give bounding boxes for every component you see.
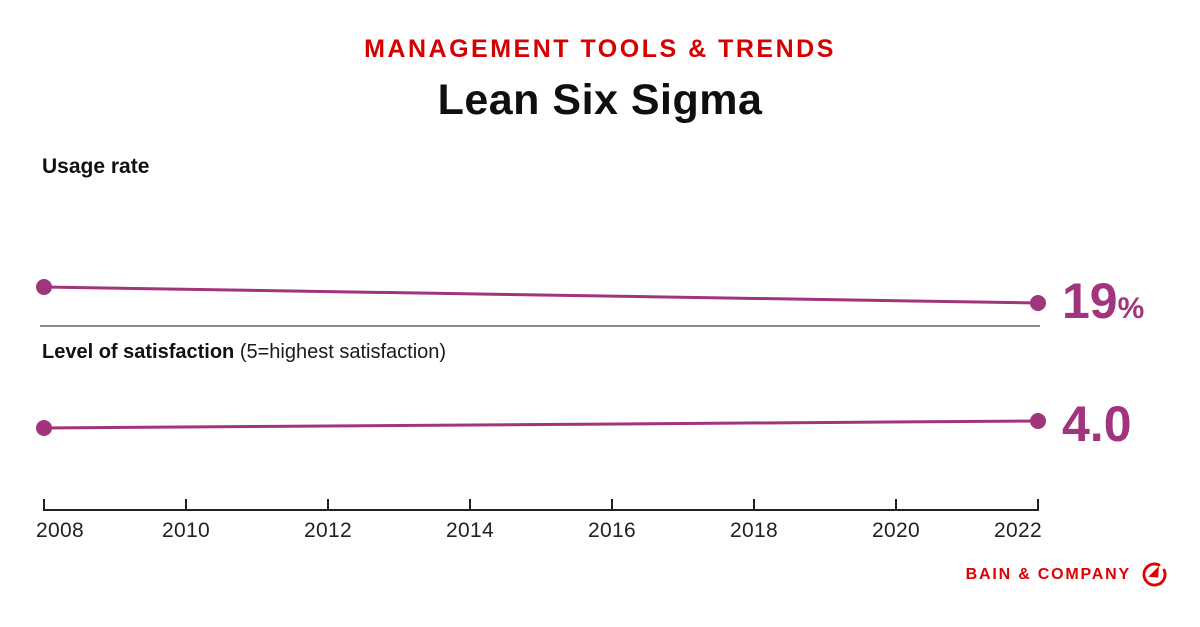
brand-wordmark: BAIN & COMPANY bbox=[965, 565, 1131, 583]
bain-compass-icon bbox=[1142, 562, 1167, 587]
satisfaction-label-note: (5=highest satisfaction) bbox=[239, 341, 447, 363]
page-title: Lean Six Sigma bbox=[437, 76, 763, 124]
satisfaction-end-value: 4.0 bbox=[1062, 396, 1132, 452]
data-point-marker bbox=[1030, 295, 1046, 311]
usage-end-number: 19 bbox=[1062, 273, 1118, 329]
data-point-marker bbox=[36, 279, 52, 295]
data-point-marker bbox=[36, 420, 52, 436]
data-point-marker bbox=[1030, 413, 1046, 429]
report-eyebrow: MANAGEMENT TOOLS & TRENDS bbox=[364, 35, 836, 63]
trend-line bbox=[43, 285, 1039, 305]
satisfaction-label: Level of satisfaction (5=highest satisfa… bbox=[42, 341, 446, 364]
section-divider bbox=[40, 325, 1040, 327]
trend-line bbox=[43, 419, 1039, 430]
satisfaction-label-bold: Level of satisfaction bbox=[42, 341, 235, 363]
footer-brand: BAIN & COMPANY bbox=[966, 561, 1168, 588]
usage-rate-label: Usage rate bbox=[42, 155, 150, 178]
usage-end-unit: % bbox=[1117, 292, 1145, 325]
usage-end-value: 19% bbox=[1062, 276, 1144, 326]
